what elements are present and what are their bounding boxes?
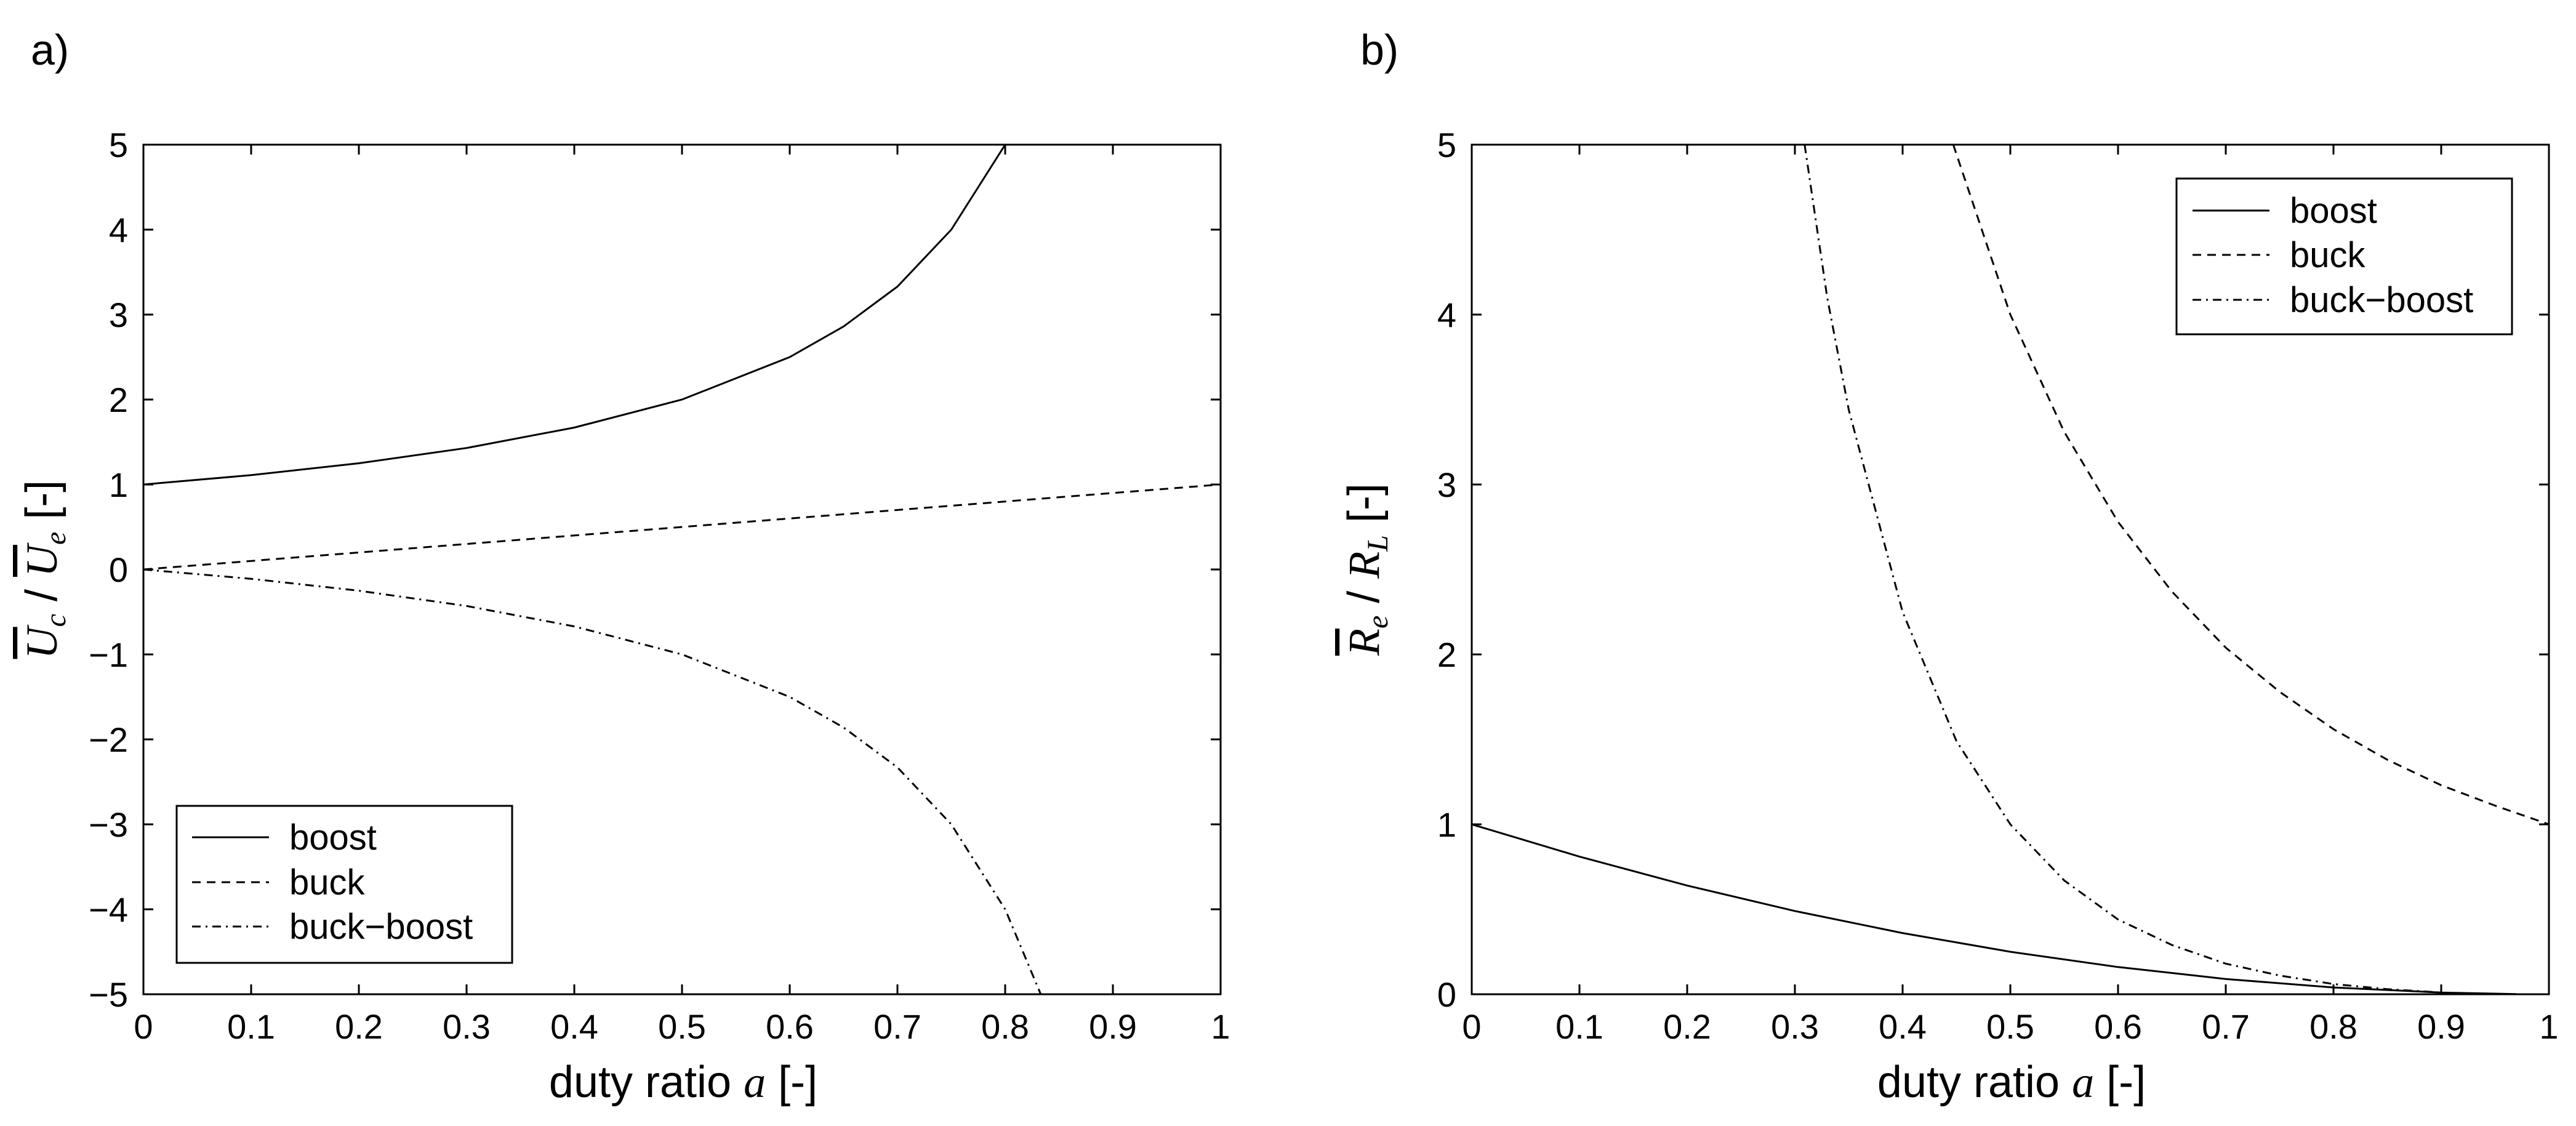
- y-tick-label: 1: [109, 465, 128, 504]
- y-tick-labels: 0 1 2 3 4 5: [1437, 126, 1456, 1014]
- x-tick-label: 0: [1462, 1007, 1481, 1046]
- x-tick-label: 0.3: [1771, 1007, 1819, 1046]
- y-tick-label: −3: [89, 805, 128, 844]
- curve-boost: [143, 145, 1006, 486]
- y-tick-label: −4: [89, 890, 128, 929]
- x-axis-label-text: duty ratio: [1877, 1058, 2072, 1107]
- y-label-sub1: c: [39, 614, 72, 627]
- x-tick-label: 1: [1211, 1007, 1230, 1046]
- y-tick-label: 0: [1437, 975, 1456, 1014]
- x-tick-label: 0.4: [550, 1007, 598, 1046]
- y-tick-labels: −5 −4 −3 −2 −1 0 1 2 3 4 5: [89, 126, 128, 1014]
- x-tick-label: 0: [134, 1007, 153, 1046]
- y-tick-label: −2: [89, 720, 128, 759]
- legend-entry-buck: buck: [289, 863, 366, 903]
- data-curves: [143, 145, 1221, 994]
- x-tick-label: 0.2: [1663, 1007, 1711, 1046]
- y-label-sep: /: [17, 577, 66, 614]
- y-label-unit: [-]: [17, 480, 66, 532]
- y-tick-label: 3: [109, 296, 128, 334]
- legend: boost buck buck−boost: [2175, 177, 2513, 336]
- x-tick-label: 0.1: [1555, 1007, 1603, 1046]
- x-tick-label: 0.6: [2094, 1007, 2142, 1046]
- x-axis-label-unit: [-]: [766, 1058, 817, 1107]
- y-label-sub2: e: [39, 532, 72, 545]
- y-tick-label: −5: [89, 975, 128, 1014]
- x-tick-label: 0.7: [873, 1007, 921, 1046]
- axis-ticks: [1471, 143, 2550, 995]
- panel-label: a): [31, 26, 69, 74]
- x-tick-label: 0.8: [981, 1007, 1029, 1046]
- legend-box: [2175, 177, 2513, 336]
- legend-entry-boost: boost: [2290, 191, 2377, 231]
- x-tick-label: 0.5: [658, 1007, 706, 1046]
- x-tick-label: 0.9: [1089, 1007, 1137, 1046]
- x-tick-label: 0.8: [2309, 1007, 2357, 1046]
- x-axis-label-var: a: [2072, 1058, 2094, 1107]
- legend-box: [175, 805, 513, 964]
- data-curves: [1472, 145, 2549, 994]
- y-label-sym2: U: [17, 542, 66, 577]
- x-tick-label: 0.2: [335, 1007, 383, 1046]
- svg-text:Uc / Ue [-]: Uc / Ue [-]: [17, 480, 72, 659]
- y-label-sep: /: [1339, 579, 1389, 616]
- y-axis-label: Uc / Ue [-]: [17, 480, 72, 659]
- curve-boost: [1472, 823, 2517, 994]
- y-tick-label: 2: [1437, 635, 1456, 674]
- x-tick-label: 0.4: [1879, 1007, 1927, 1046]
- curve-buck-boost: [143, 568, 1042, 994]
- y-label-sub2: L: [1362, 535, 1394, 552]
- x-tick-label: 0.9: [2417, 1007, 2465, 1046]
- x-axis-label-var: a: [744, 1058, 766, 1107]
- curve-buck: [143, 483, 1221, 571]
- y-tick-label: 3: [1437, 465, 1456, 504]
- x-tick-label: 0.7: [2202, 1007, 2250, 1046]
- y-tick-label: 5: [109, 126, 128, 164]
- panel-b: b) 0 0.1 0.2 0.3 0.4 0.5 0.6 0.7 0.8 0.9 1 012345 …: [1339, 26, 2559, 1107]
- x-tick-label: 1: [2539, 1007, 2558, 1046]
- x-tick-label: 0.5: [1986, 1007, 2034, 1046]
- x-tick-labels: 0 0.1 0.2 0.3 0.4 0.5 0.6 0.7 0.8 0.9 1: [1462, 1007, 2558, 1046]
- x-tick-label: 0.1: [227, 1007, 275, 1046]
- x-axis-label: duty ratio a [-]: [1877, 1058, 2146, 1107]
- x-axis-label-text: duty ratio: [549, 1058, 744, 1107]
- y-label-sym1: U: [17, 624, 66, 659]
- x-tick-label: 0.3: [443, 1007, 491, 1046]
- curve-buck: [1952, 145, 2549, 826]
- y-tick-label: 2: [109, 380, 128, 419]
- y-label-sym2: R: [1339, 552, 1389, 579]
- y-label-sym1: R: [1339, 629, 1389, 656]
- y-tick-label: 1: [1437, 805, 1456, 844]
- svg-text:Re / RL [-]: Re / RL [-]: [1339, 483, 1394, 656]
- panel-a: a) 0 0.1 0.2 0.3 0.4 0.5 0.6 0.7 0.8 0.9 1 −5−4−3−…: [17, 26, 1230, 1107]
- curve-buck-boost: [1804, 145, 2442, 994]
- legend-entry-buck: buck: [2290, 235, 2366, 275]
- legend-entry-boost: boost: [289, 818, 377, 858]
- x-tick-label: 0.6: [766, 1007, 814, 1046]
- x-axis-label-unit: [-]: [2094, 1058, 2146, 1107]
- y-tick-label: 4: [1437, 296, 1456, 334]
- x-axis-label: duty ratio a [-]: [549, 1058, 817, 1107]
- y-tick-label: −1: [89, 635, 128, 674]
- x-tick-labels: 0 0.1 0.2 0.3 0.4 0.5 0.6 0.7 0.8 0.9 1: [134, 1007, 1230, 1046]
- y-label-sub1: e: [1362, 616, 1394, 629]
- axis-ticks: [142, 143, 1222, 995]
- y-tick-label: 4: [109, 211, 128, 249]
- panel-label: b): [1360, 26, 1398, 74]
- y-label-unit: [-]: [1339, 483, 1389, 535]
- y-tick-label: 0: [109, 550, 128, 589]
- legend: boost buck buck−boost: [175, 805, 513, 964]
- legend-entry-buck-boost: buck−boost: [2290, 280, 2473, 320]
- y-tick-label: 5: [1437, 126, 1456, 164]
- y-axis-label: Re / RL [-]: [1339, 483, 1394, 656]
- legend-entry-buck-boost: buck−boost: [289, 907, 473, 947]
